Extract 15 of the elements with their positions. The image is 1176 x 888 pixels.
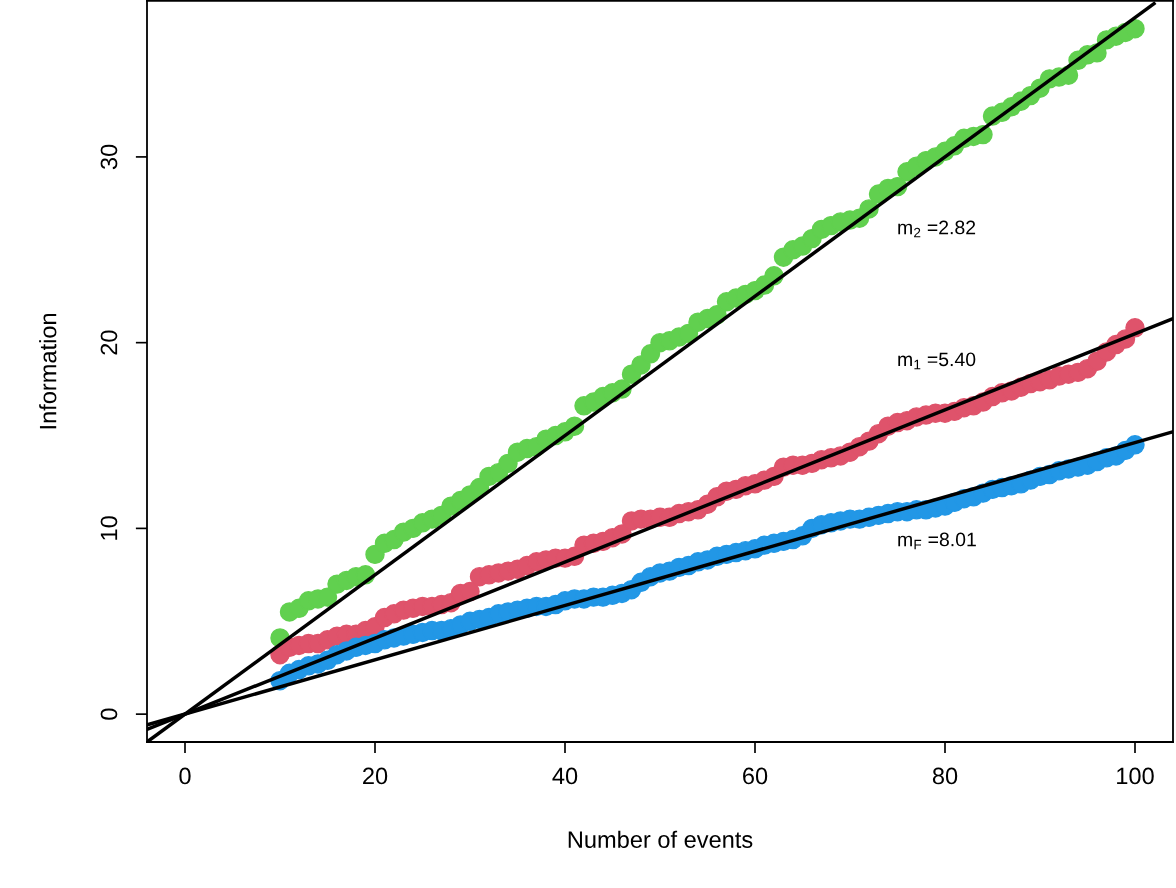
- annotation: m$_{2}$ =2.82: [898, 220, 976, 238]
- y-axis-title: Information: [39, 313, 57, 429]
- annotation: m$_{F}$ =8.01: [898, 532, 976, 550]
- x-tick-label: 60: [743, 767, 768, 785]
- y-tick-label: 30: [100, 144, 118, 170]
- x-tick-label: 40: [552, 767, 578, 785]
- x-tick-label: 20: [363, 767, 388, 785]
- x-tick-label: 0: [179, 767, 191, 785]
- y-tick-label: 0: [100, 708, 118, 720]
- x-tick-label: 100: [1117, 767, 1154, 785]
- y-tick-label: 20: [100, 330, 118, 355]
- x-tick-label: 80: [932, 767, 958, 785]
- x-axis-title: Number of events: [568, 830, 753, 849]
- annotation: m$_{1}$ =5.40: [898, 352, 976, 370]
- y-tick-label: 10: [100, 516, 118, 540]
